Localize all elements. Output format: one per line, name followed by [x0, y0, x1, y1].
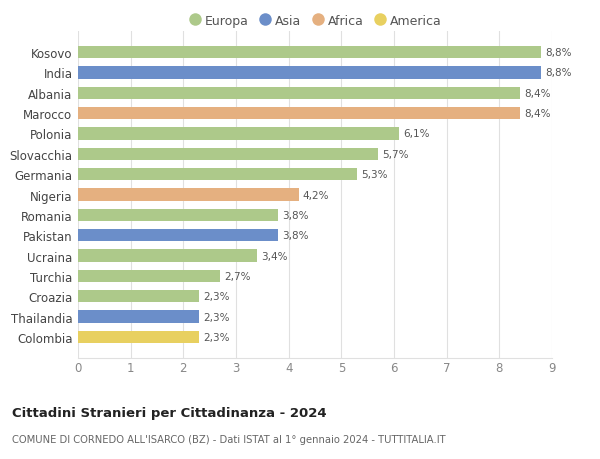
- Text: 5,7%: 5,7%: [382, 150, 409, 159]
- Bar: [78, 67, 541, 79]
- Bar: [78, 108, 520, 120]
- Bar: [78, 88, 520, 100]
- Bar: [78, 250, 257, 262]
- Text: 3,8%: 3,8%: [282, 231, 308, 241]
- Text: 8,4%: 8,4%: [524, 89, 551, 99]
- Text: 3,8%: 3,8%: [282, 210, 308, 220]
- Legend: Europa, Asia, Africa, America: Europa, Asia, Africa, America: [186, 12, 444, 30]
- Text: 2,3%: 2,3%: [203, 332, 229, 342]
- Text: 3,4%: 3,4%: [261, 251, 287, 261]
- Text: Cittadini Stranieri per Cittadinanza - 2024: Cittadini Stranieri per Cittadinanza - 2…: [12, 406, 326, 419]
- Text: 2,7%: 2,7%: [224, 271, 250, 281]
- Bar: [78, 311, 199, 323]
- Bar: [78, 230, 278, 242]
- Bar: [78, 128, 399, 140]
- Text: 2,3%: 2,3%: [203, 291, 229, 302]
- Bar: [78, 47, 541, 59]
- Bar: [78, 270, 220, 282]
- Text: 5,3%: 5,3%: [361, 170, 388, 180]
- Text: 6,1%: 6,1%: [403, 129, 430, 139]
- Text: 8,4%: 8,4%: [524, 109, 551, 119]
- Text: 2,3%: 2,3%: [203, 312, 229, 322]
- Text: COMUNE DI CORNEDO ALL'ISARCO (BZ) - Dati ISTAT al 1° gennaio 2024 - TUTTITALIA.I: COMUNE DI CORNEDO ALL'ISARCO (BZ) - Dati…: [12, 434, 446, 444]
- Bar: [78, 209, 278, 221]
- Bar: [78, 189, 299, 201]
- Bar: [78, 169, 357, 181]
- Text: 8,8%: 8,8%: [545, 48, 572, 58]
- Bar: [78, 331, 199, 343]
- Bar: [78, 291, 199, 302]
- Text: 4,2%: 4,2%: [303, 190, 329, 200]
- Bar: [78, 148, 378, 161]
- Text: 8,8%: 8,8%: [545, 68, 572, 78]
